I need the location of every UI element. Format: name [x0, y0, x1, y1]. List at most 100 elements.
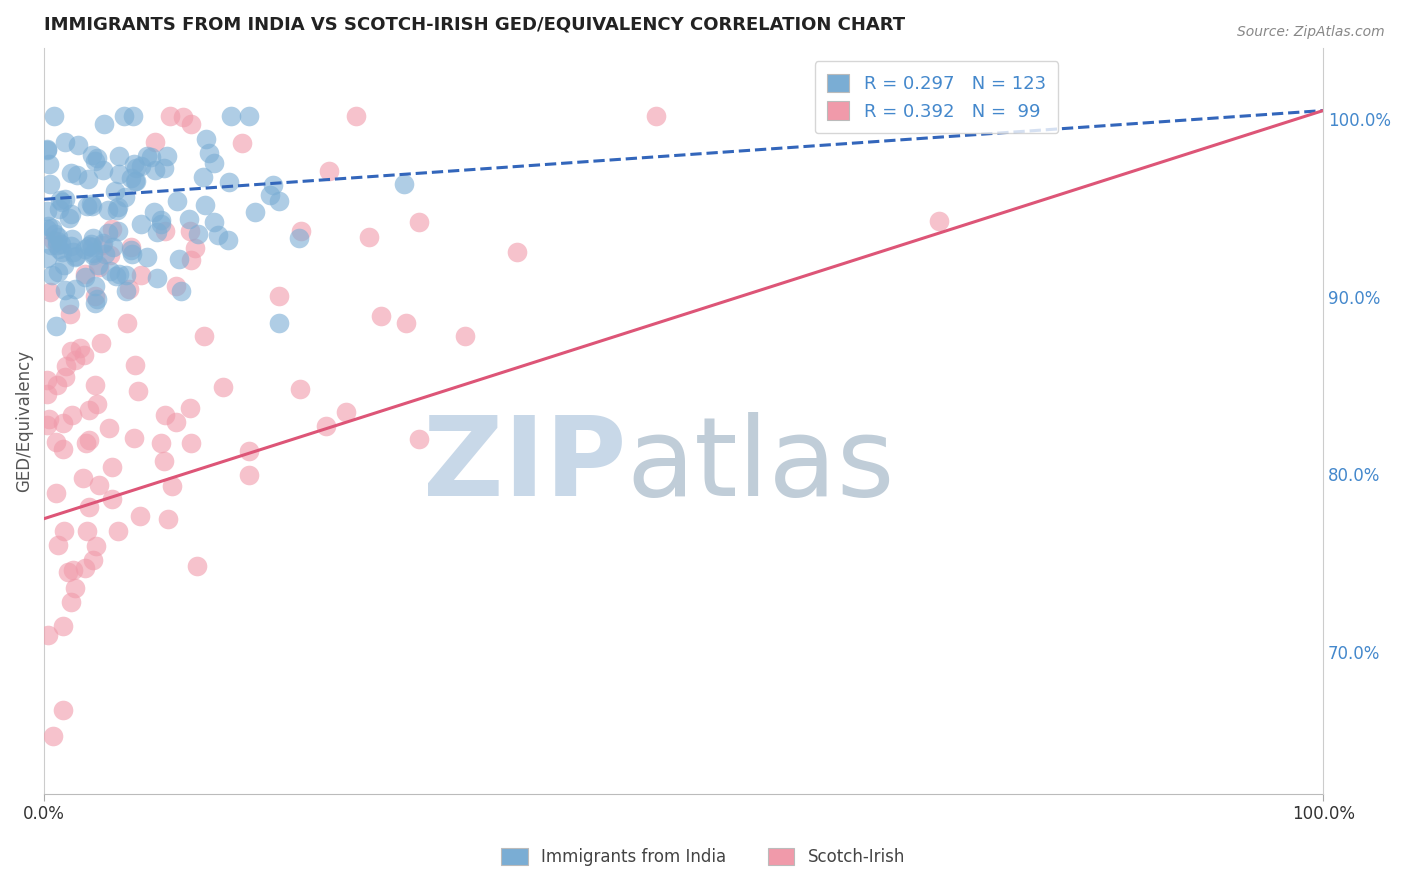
Point: [359, 229, 381, 244]
Point: [315, 419, 337, 434]
Point: [143, 205, 166, 219]
Point: [207, 227, 229, 242]
Point: [41, 220, 63, 235]
Point: [91, 238, 114, 252]
Point: [52, 442, 75, 456]
Point: [51, 194, 73, 209]
Point: [170, 284, 193, 298]
Point: [37, 417, 59, 432]
Point: [141, 150, 163, 164]
Point: [42, 109, 65, 123]
Point: [38, 285, 60, 299]
Point: [62, 245, 84, 260]
Point: [98, 248, 121, 262]
Point: [63, 250, 86, 264]
Y-axis label: GED/Equivalency: GED/Equivalency: [15, 350, 32, 492]
Point: [259, 187, 281, 202]
Point: [104, 184, 127, 198]
Point: [238, 468, 260, 483]
Point: [56, 565, 79, 579]
Point: [37, 628, 59, 642]
Point: [59, 307, 82, 321]
Point: [335, 405, 357, 419]
Point: [44, 227, 66, 241]
Point: [80, 236, 103, 251]
Point: [217, 233, 239, 247]
Point: [153, 224, 176, 238]
Point: [180, 436, 202, 450]
Point: [187, 227, 209, 242]
Point: [129, 217, 152, 231]
Point: [63, 581, 86, 595]
Text: atlas: atlas: [626, 412, 894, 519]
Point: [194, 197, 217, 211]
Point: [53, 524, 76, 538]
Point: [146, 271, 169, 285]
Point: [131, 159, 153, 173]
Point: [129, 268, 152, 282]
Point: [166, 194, 188, 209]
Point: [107, 224, 129, 238]
Point: [35, 387, 58, 401]
Point: [48, 242, 70, 256]
Point: [72, 471, 94, 485]
Point: [86, 396, 108, 410]
Point: [45, 434, 67, 449]
Point: [35, 143, 58, 157]
Point: [76, 199, 98, 213]
Point: [165, 415, 187, 429]
Point: [238, 109, 260, 123]
Point: [124, 359, 146, 373]
Point: [105, 268, 128, 283]
Point: [120, 243, 142, 257]
Point: [101, 460, 124, 475]
Point: [82, 231, 104, 245]
Point: [149, 436, 172, 450]
Point: [165, 278, 187, 293]
Point: [218, 175, 240, 189]
Point: [136, 250, 159, 264]
Point: [86, 293, 108, 307]
Point: [35, 373, 58, 387]
Point: [267, 316, 290, 330]
Point: [82, 553, 104, 567]
Point: [115, 268, 138, 282]
Point: [77, 433, 100, 447]
Point: [87, 260, 110, 274]
Point: [191, 170, 214, 185]
Point: [124, 431, 146, 445]
Point: [46, 234, 69, 248]
Point: [195, 132, 218, 146]
Point: [122, 157, 145, 171]
Point: [231, 136, 253, 150]
Point: [73, 561, 96, 575]
Point: [128, 508, 150, 523]
Point: [120, 240, 142, 254]
Point: [45, 318, 67, 333]
Point: [60, 408, 83, 422]
Point: [344, 109, 367, 123]
Point: [408, 432, 430, 446]
Point: [107, 524, 129, 538]
Point: [82, 148, 104, 162]
Point: [156, 149, 179, 163]
Point: [197, 146, 219, 161]
Point: [35, 142, 58, 156]
Point: [153, 453, 176, 467]
Point: [91, 163, 114, 178]
Point: [108, 149, 131, 163]
Point: [59, 206, 82, 220]
Point: [37, 222, 59, 236]
Point: [179, 224, 201, 238]
Point: [77, 403, 100, 417]
Point: [65, 249, 87, 263]
Point: [53, 192, 76, 206]
Point: [69, 341, 91, 355]
Point: [180, 252, 202, 267]
Point: [103, 240, 125, 254]
Point: [172, 110, 194, 124]
Point: [48, 202, 70, 217]
Point: [51, 236, 73, 251]
Point: [212, 380, 235, 394]
Point: [51, 245, 73, 260]
